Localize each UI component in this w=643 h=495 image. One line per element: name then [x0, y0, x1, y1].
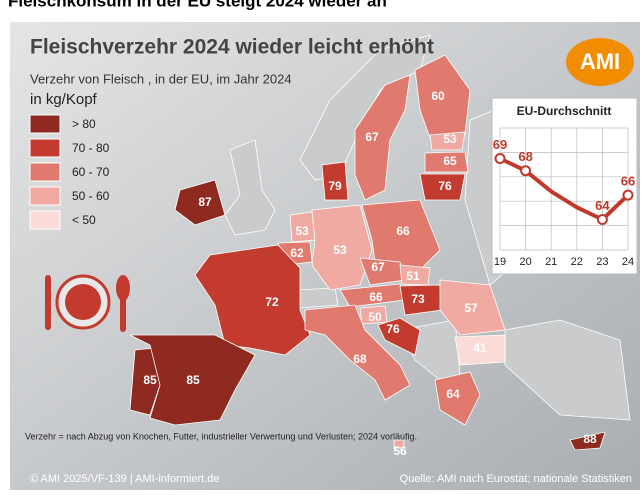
x-tick-label: 23	[596, 256, 608, 268]
data-point	[520, 165, 532, 177]
region-value: 85	[186, 373, 200, 387]
legend-swatch	[29, 210, 61, 230]
legend-swatch	[29, 186, 61, 206]
country	[414, 54, 471, 139]
region-value: 85	[143, 373, 157, 387]
region-value: 87	[198, 195, 212, 209]
country	[419, 173, 466, 201]
footer-right: Quelle: AMI nach Eurostat; nationale Sta…	[400, 473, 632, 485]
country	[304, 304, 411, 401]
region-value: 79	[328, 179, 342, 193]
legend-swatch	[29, 162, 61, 182]
legend-swatch	[29, 114, 61, 134]
data-point	[596, 214, 608, 225]
region-value: 64	[446, 387, 460, 401]
region-value: 68	[353, 352, 367, 366]
country	[569, 431, 606, 451]
region-value: 56	[393, 444, 407, 458]
region-value: 88	[583, 432, 597, 446]
region-value: 65	[443, 154, 457, 168]
legend-swatch	[29, 138, 61, 158]
region-value: 76	[438, 179, 452, 193]
logo	[566, 38, 634, 86]
inset-title: EU-Durchschnitt	[517, 104, 612, 118]
data-label: 68	[518, 149, 532, 164]
country	[321, 161, 349, 201]
subtitle: Verzehr von Fleisch , in der EU, im Jahr…	[30, 71, 292, 86]
legend-label: 60 - 70	[72, 165, 110, 179]
country	[454, 334, 506, 366]
region-value: 72	[265, 295, 279, 309]
title: Fleischverzehr 2024 wieder leicht erhöht	[30, 36, 434, 59]
x-tick-label: 21	[545, 256, 557, 268]
country	[129, 334, 256, 426]
region-value: 51	[406, 269, 420, 283]
region-value: 57	[464, 301, 478, 315]
region-value: 67	[365, 130, 379, 144]
x-tick-label: 19	[494, 256, 506, 268]
country	[393, 439, 405, 449]
region-value: 67	[371, 260, 385, 274]
country	[354, 74, 411, 201]
x-tick-label: 24	[622, 256, 634, 268]
data-label: 66	[621, 174, 635, 189]
country	[434, 371, 481, 426]
region-value: 53	[443, 132, 457, 146]
region-value: 50	[368, 310, 382, 324]
region-value: 73	[411, 292, 425, 306]
legend-label: > 80	[72, 117, 96, 131]
x-tick-label: 22	[571, 256, 583, 268]
country	[174, 179, 226, 226]
region-value: 66	[396, 224, 410, 238]
inset-box	[491, 97, 638, 275]
unit: in kg/Kopf	[30, 91, 98, 108]
footnote: Verzehr = nach Abzug von Knochen, Futter…	[25, 431, 417, 441]
country	[311, 204, 373, 291]
country	[424, 151, 469, 173]
legend-label: 70 - 80	[72, 141, 110, 155]
data-label: 69	[493, 137, 507, 152]
country	[194, 244, 311, 356]
country	[439, 279, 506, 336]
region-value: 62	[290, 246, 304, 260]
plate-icon	[45, 274, 130, 332]
region-value: 41	[473, 341, 487, 355]
country	[429, 131, 466, 151]
region-value: 53	[333, 243, 347, 257]
data-label: 64	[595, 198, 610, 213]
region-value: 53	[295, 224, 309, 238]
logo-text: AMI	[580, 49, 620, 74]
region-value: 60	[431, 89, 445, 103]
region-value: 66	[369, 290, 383, 304]
x-tick-label: 20	[519, 256, 531, 268]
data-point	[494, 153, 506, 164]
headline: Fleischkonsum in der EU steigt 2024 wied…	[8, 0, 387, 10]
footer-left: © AMI 2025/VF-139 | AMI-informiert.de	[30, 473, 219, 485]
eu-countries	[129, 54, 606, 451]
country	[377, 317, 421, 356]
legend-label: < 50	[72, 213, 96, 227]
legend-label: 50 - 60	[72, 189, 110, 203]
region-value: 76	[386, 322, 400, 336]
data-point	[622, 189, 634, 201]
